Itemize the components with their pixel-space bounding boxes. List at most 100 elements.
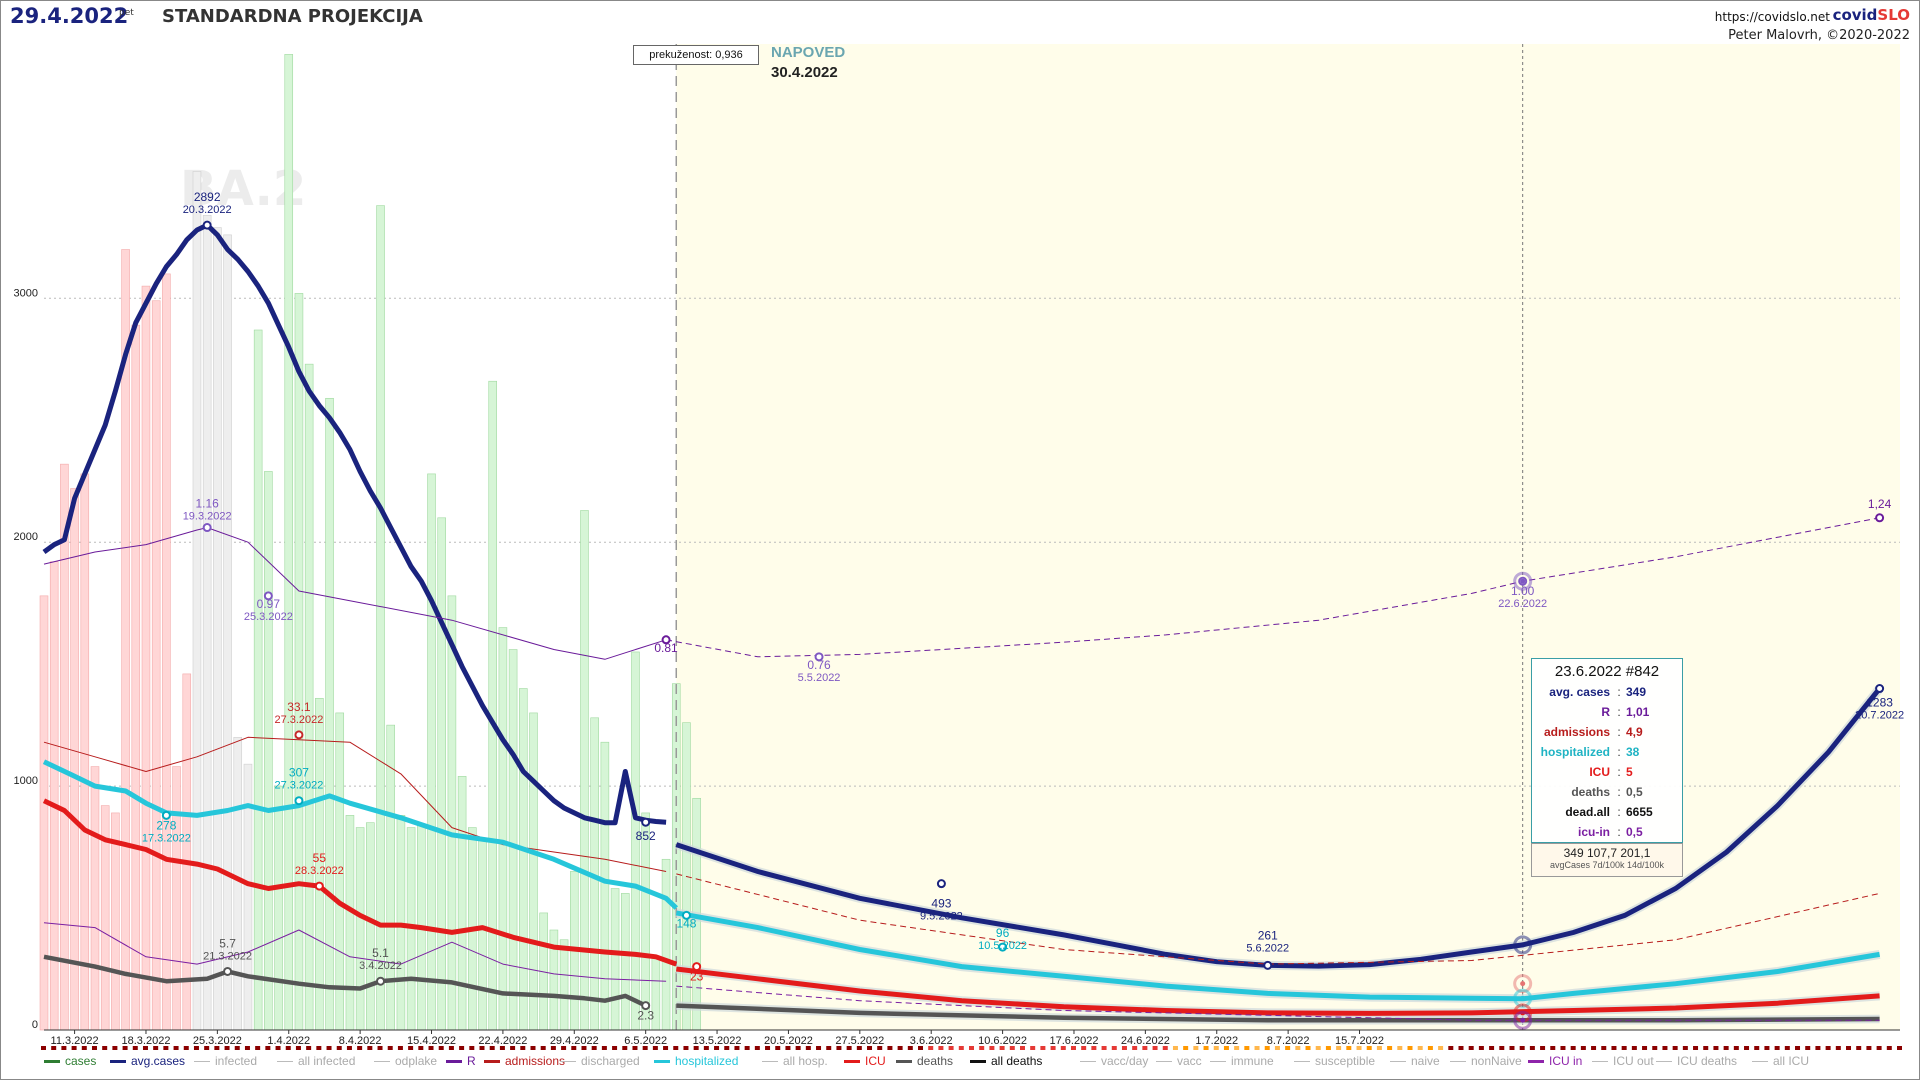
legend-item-all-deaths[interactable]: all deaths [970, 1054, 1042, 1068]
tooltip-row-value: 1,01 [1626, 705, 1650, 719]
timeline-strip-cell [561, 1046, 567, 1050]
timeline-strip-cell [1652, 1046, 1658, 1050]
timeline-strip-cell [1325, 1046, 1331, 1050]
timeline-strip-cell [1152, 1046, 1158, 1050]
annotation-point [641, 817, 651, 827]
timeline-strip-cell [316, 1046, 322, 1050]
annotation-point [1875, 513, 1885, 523]
legend-item-all-hosp-[interactable]: all hosp. [762, 1054, 828, 1068]
annotation-date: 19.3.2022 [183, 511, 232, 523]
timeline-strip-cell [958, 1046, 964, 1050]
legend-item-icu[interactable]: ICU [844, 1054, 886, 1068]
timeline-strip-cell [1846, 1046, 1852, 1050]
timeline-strip-cell [1835, 1046, 1841, 1050]
annotation-point [376, 976, 386, 986]
hover-marker-dot [1520, 995, 1526, 1001]
timeline-strip-cell [1478, 1046, 1484, 1050]
tooltip-row-separator: : [1617, 825, 1621, 839]
timeline-strip-cell [377, 1046, 383, 1050]
tooltip-row-separator: : [1617, 705, 1621, 719]
timeline-strip-cell [969, 1046, 974, 1050]
timeline-strip-cell [540, 1046, 546, 1050]
timeline-strip-cell [1560, 1046, 1566, 1050]
y-tick-label: 0 [32, 1019, 38, 1031]
timeline-strip-cell [1234, 1046, 1240, 1050]
legend-item-icu-deaths[interactable]: ICU deaths [1656, 1054, 1737, 1068]
timeline-strip-cell [1417, 1046, 1423, 1050]
annotation-date: 20.7.2022 [1855, 710, 1904, 722]
legend-item-discharged[interactable]: discharged [560, 1054, 640, 1068]
legend-item-all-infected[interactable]: all infected [277, 1054, 355, 1068]
legend-item-naive[interactable]: naive [1390, 1054, 1440, 1068]
timeline-strip-cell [408, 1046, 414, 1050]
timeline-strip-cell [204, 1046, 210, 1050]
legend-item-icu-in[interactable]: ICU in [1528, 1054, 1582, 1068]
legend-item-admissions[interactable]: admissions [484, 1054, 565, 1068]
timeline-strip-cell [1693, 1046, 1699, 1050]
timeline-strip-cell [1254, 1046, 1260, 1050]
legend-item-cases[interactable]: cases [44, 1054, 96, 1068]
legend-item-deaths[interactable]: deaths [896, 1054, 953, 1068]
timeline-strip-cell [438, 1046, 444, 1050]
legend-item-immune[interactable]: immune [1210, 1054, 1274, 1068]
timeline-strip-cell [897, 1046, 903, 1050]
case-bar [559, 939, 569, 1031]
timeline-strip-cell [1223, 1046, 1229, 1050]
legend-item-r[interactable]: R [446, 1054, 476, 1068]
tooltip-row: R:1,01 [1532, 702, 1682, 722]
legend-item-avg-cases[interactable]: avg.cases [110, 1054, 185, 1068]
timeline-strip-cell [989, 1046, 995, 1050]
legend-item-icu-out[interactable]: ICU out [1592, 1054, 1654, 1068]
timeline-strip-cell [397, 1046, 403, 1050]
legend-item-odplake[interactable]: odplake [374, 1054, 437, 1068]
annotation-value: 55 [313, 851, 327, 865]
timeline-strip-cell [1621, 1046, 1627, 1050]
timeline-strip-cell [193, 1046, 199, 1050]
case-bar [213, 227, 222, 1031]
case-bar [325, 397, 334, 1031]
x-tick-label: 1.4.2022 [267, 1035, 310, 1047]
timeline-strip-cell [1346, 1046, 1352, 1050]
case-bar [457, 776, 467, 1031]
timeline-strip-cell [999, 1046, 1005, 1050]
annotation-value: 307 [289, 766, 309, 780]
legend-swatch [374, 1060, 390, 1062]
tooltip-rows: avg. cases:349 R:1,01 admissions:4,9 hospit… [1532, 682, 1682, 842]
site-url-link[interactable]: https://covidslo.net [1714, 10, 1830, 24]
legend-swatch [484, 1059, 500, 1063]
legend-swatch [1450, 1060, 1466, 1062]
annotation-point [294, 730, 304, 740]
timeline-strip-cell [1285, 1046, 1291, 1050]
timeline-strip-cell [622, 1046, 628, 1050]
annotation-value: 278 [156, 818, 176, 832]
legend-swatch [1528, 1059, 1544, 1063]
annotation-value: 5.1 [372, 946, 389, 960]
legend-item-vacc[interactable]: vacc [1156, 1054, 1202, 1068]
legend-item-vacc-day[interactable]: vacc/day [1080, 1054, 1148, 1068]
tooltip-row-label: ICU [1589, 765, 1610, 779]
legend-swatch [1656, 1060, 1672, 1062]
timeline-strip-cell [357, 1046, 363, 1050]
tooltip-row-label: R [1601, 705, 1610, 719]
x-tick-label: 1.7.2022 [1195, 1035, 1238, 1047]
legend-item-all-icu[interactable]: all ICU [1752, 1054, 1809, 1068]
legend-item-susceptible[interactable]: susceptible [1294, 1054, 1375, 1068]
annotation-date: 9.5.2022 [920, 911, 963, 923]
timeline-strip-cell [714, 1046, 720, 1050]
timeline-strip-cell [1540, 1046, 1546, 1050]
tooltip-row-value: 38 [1626, 745, 1640, 759]
legend-swatch [277, 1060, 293, 1062]
annotation-value: 1.16 [195, 497, 219, 511]
timeline-strip-cell [1040, 1046, 1046, 1050]
annotation-value: 5.7 [219, 936, 236, 950]
legend-item-hospitalized[interactable]: hospitalized [654, 1054, 738, 1068]
report-weekday: pet [119, 8, 134, 18]
timeline-strip-cell [601, 1046, 607, 1050]
timeline-strip-cell [71, 1046, 77, 1050]
x-tick-label: 22.4.2022 [478, 1035, 527, 1047]
legend-item-nonnaive[interactable]: nonNaive [1450, 1054, 1522, 1068]
timeline-strip-cell [1305, 1046, 1311, 1050]
tooltip-row: avg. cases:349 [1532, 682, 1682, 702]
legend-item-infected[interactable]: infected [194, 1054, 257, 1068]
timeline-strip-cell [805, 1046, 811, 1050]
